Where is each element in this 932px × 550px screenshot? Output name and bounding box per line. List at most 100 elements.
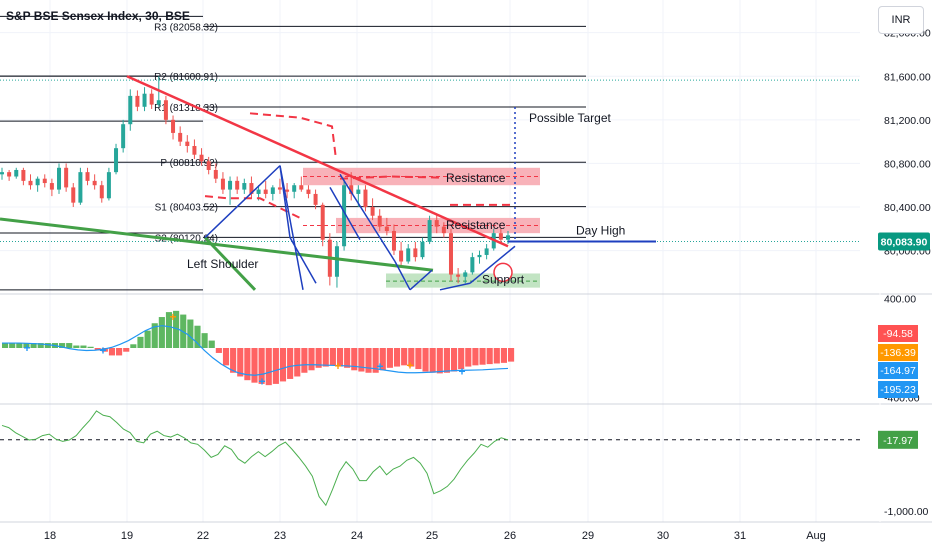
macd-bar xyxy=(351,348,358,371)
macd-bar xyxy=(16,343,23,348)
projection-dash xyxy=(249,112,337,160)
macd-bar xyxy=(393,348,401,367)
annotation-label: Support xyxy=(482,272,525,286)
chart-title: S&P BSE Sensex Index, 30, BSE xyxy=(6,9,190,23)
grid-lines xyxy=(0,0,932,523)
macd-bar xyxy=(294,348,301,377)
macd-bar xyxy=(215,348,222,353)
macd-value-text: -94.58 xyxy=(883,328,913,340)
candle-body xyxy=(470,257,475,273)
macd-bar xyxy=(158,317,165,348)
price-tick: 80,800.00 xyxy=(884,158,931,170)
candle-body xyxy=(0,172,4,175)
pattern-line xyxy=(279,165,291,238)
candle-body xyxy=(78,172,83,203)
candle-body xyxy=(128,95,133,125)
currency-button[interactable]: INR xyxy=(878,6,924,34)
candle-body xyxy=(199,154,204,162)
time-tick: 22 xyxy=(197,530,209,542)
candle-body xyxy=(363,189,368,208)
candle-body xyxy=(114,148,119,173)
candle-body xyxy=(420,241,425,258)
annotation-label: Possible Target xyxy=(529,111,611,125)
macd-bar xyxy=(66,343,73,348)
time-tick: 26 xyxy=(504,530,516,542)
time-tick: 31 xyxy=(734,530,746,542)
price-tick: 81,600.00 xyxy=(884,71,931,83)
pattern-line xyxy=(279,165,304,290)
candle-body xyxy=(7,172,12,177)
macd-bar xyxy=(329,348,336,366)
time-tick: 18 xyxy=(44,530,56,542)
candle-body xyxy=(14,169,19,177)
osc-line xyxy=(1,410,509,507)
annotation-label: Resistance xyxy=(446,171,506,185)
candle-body xyxy=(92,180,97,186)
pivot-label: S1 (80403.52) xyxy=(155,203,218,214)
candle-body xyxy=(413,248,418,258)
macd-bar xyxy=(244,348,251,381)
macd-bar xyxy=(80,345,87,348)
candle-body xyxy=(185,141,190,146)
candle-body xyxy=(456,274,461,277)
pivot-label: R2 (81600.91) xyxy=(154,72,218,83)
macd-bar xyxy=(443,348,450,373)
drawings: Possible Target Resistance Resistance Day H… xyxy=(0,75,656,291)
pivot-label: P (80810.92) xyxy=(160,158,218,169)
candle-body xyxy=(249,183,254,194)
candle-body xyxy=(477,254,482,258)
macd-bar xyxy=(237,348,244,377)
macd-bar xyxy=(315,348,322,368)
macd-bar xyxy=(165,312,173,348)
macd-bar xyxy=(408,348,415,367)
macd-bar xyxy=(379,348,386,371)
pattern-line xyxy=(204,165,281,239)
macd-bar xyxy=(287,348,294,379)
macd-value-text: -164.97 xyxy=(880,365,916,377)
candle-body xyxy=(99,185,104,199)
macd-bar xyxy=(386,348,393,368)
macd-bar xyxy=(30,343,37,348)
osc-value-text: -17.97 xyxy=(883,435,913,447)
macd-bar xyxy=(458,348,465,370)
macd-value-badge xyxy=(878,344,918,361)
candle-body xyxy=(384,226,389,231)
candle-body xyxy=(171,119,176,133)
macd-bar xyxy=(500,348,507,363)
candle-body xyxy=(242,183,247,190)
macd-bar xyxy=(344,348,351,368)
macd-bar xyxy=(187,319,194,348)
candle-body xyxy=(178,132,183,142)
candle-body xyxy=(463,272,468,277)
osc-value-badge xyxy=(878,430,918,449)
macd-bar xyxy=(151,323,158,348)
alert-marker xyxy=(493,262,513,283)
candle-body xyxy=(427,220,432,242)
macd-bar xyxy=(372,348,379,373)
candle-body xyxy=(220,178,225,190)
candle-body xyxy=(163,100,168,120)
macd-value-text: -136.39 xyxy=(880,347,916,359)
macd-bar xyxy=(9,343,16,348)
time-tick: 25 xyxy=(426,530,438,542)
current-price-text: 80,083.90 xyxy=(881,236,928,248)
pattern-line xyxy=(329,187,361,241)
candle-body xyxy=(213,169,218,179)
candle-body xyxy=(270,187,275,194)
macd-bar xyxy=(429,348,436,373)
candle-body xyxy=(149,93,154,105)
annotation-label: Left Shoulder xyxy=(187,257,258,271)
annotation-label: Day High xyxy=(576,223,625,237)
candles xyxy=(0,76,510,288)
macd-bar xyxy=(272,348,279,384)
macd-bar xyxy=(230,348,237,373)
candle-body xyxy=(263,189,268,194)
macd-bar xyxy=(258,348,265,384)
macd-value-badge xyxy=(878,325,918,342)
macd-bar xyxy=(37,343,44,348)
candle-body xyxy=(206,161,211,170)
macd-bar xyxy=(450,348,458,372)
macd-bar xyxy=(401,348,408,366)
candle-body xyxy=(320,204,325,240)
